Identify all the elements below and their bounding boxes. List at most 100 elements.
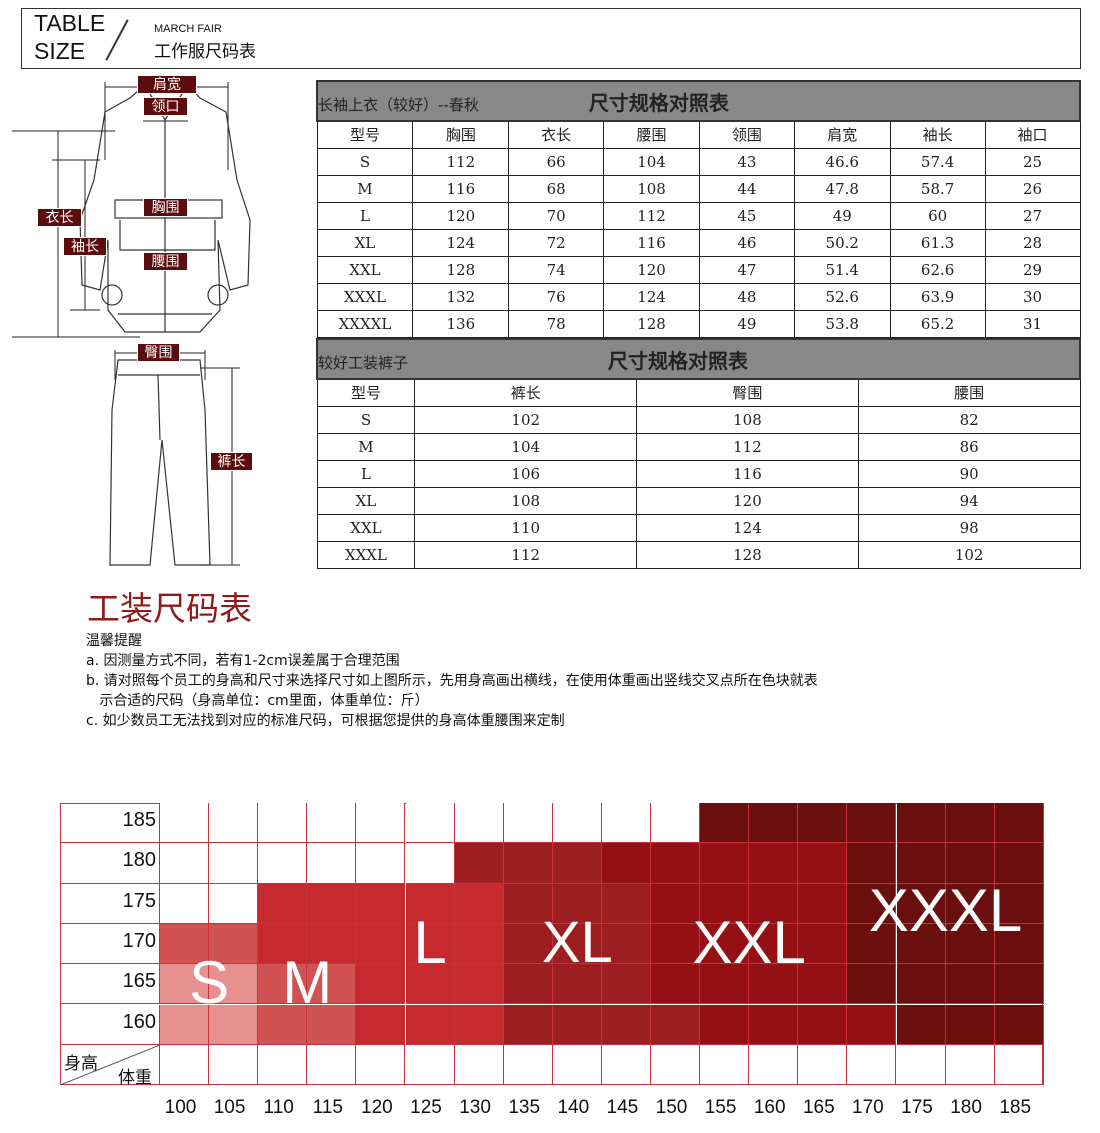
x-tick-label: 165 <box>802 1097 835 1119</box>
grid-cell-xxxl <box>945 1004 995 1045</box>
title-line-2: SIZE <box>34 38 86 64</box>
grid-cell-m <box>160 923 210 965</box>
table-cell: S <box>316 147 414 176</box>
table-cell: 74 <box>508 255 605 284</box>
grid-cell <box>258 843 308 884</box>
grid-cell <box>209 883 259 924</box>
grid-cell-xxxl <box>847 964 897 1005</box>
bottom-cell <box>798 1044 848 1086</box>
table-cell: 25 <box>984 147 1081 176</box>
table-cell: XXL <box>316 513 416 542</box>
y-tick-label: 175 <box>122 889 156 912</box>
grid-cell-xl <box>503 843 553 884</box>
grid-cell-xl <box>601 964 651 1005</box>
table-cell: 116 <box>412 174 510 203</box>
y-label-cell <box>60 803 160 844</box>
table-cell: 48 <box>698 282 795 311</box>
label-hip: 臀围 <box>137 343 180 362</box>
grid-cell-xxl <box>847 1004 897 1045</box>
table-cell: 128 <box>636 540 859 569</box>
grid-cell-m <box>209 923 259 965</box>
x-tick-label: 110 <box>263 1097 294 1119</box>
table-cell: 102 <box>857 540 1081 569</box>
grid-cell-xxxl <box>896 923 946 965</box>
grid-cell-xxxl <box>896 883 946 924</box>
column-header: 型号 <box>316 378 416 407</box>
table-cell: 112 <box>414 540 638 569</box>
grid-cell-xxl <box>749 964 799 1005</box>
grid-cell-l <box>307 923 357 965</box>
x-tick-label: 155 <box>704 1097 737 1119</box>
grid-cell-xxl <box>700 1004 750 1045</box>
table-cell: M <box>316 432 416 461</box>
pants-table-title: 尺寸规格对照表 <box>608 348 749 373</box>
grid-cell-xl <box>651 1004 701 1045</box>
grid-cell-l <box>356 883 406 924</box>
bottom-cell <box>896 1044 946 1086</box>
grid-cell-l <box>405 923 455 965</box>
table-row: XL 124 72 116 46 50.2 61.3 28 <box>316 228 1081 257</box>
grid-cell-xxxl <box>994 923 1044 965</box>
grid-cell-xxl <box>798 964 848 1005</box>
shirt-size-table: 长袖上衣（较好）--春秋 尺寸规格对照表 型号 胸围 衣长 腰围 领围 肩宽 袖长 袖口 S 112… <box>316 80 1081 338</box>
table-row: XXL 110 124 98 <box>316 513 1081 542</box>
grid-cell-xxxl <box>945 843 995 884</box>
grid-cell-xl <box>454 843 504 884</box>
table-row: S 102 108 82 <box>316 405 1081 434</box>
header-title-en: TABLE SIZE <box>34 9 105 65</box>
grid-cell-xxl <box>798 883 848 924</box>
bottom-cell <box>503 1044 553 1086</box>
table-cell: 102 <box>414 405 638 434</box>
y-label-cell <box>60 964 160 1005</box>
grid-cell-s <box>160 1004 210 1045</box>
pants_table-header-row: 型号 裤长 臀围 腰围 <box>316 378 1081 407</box>
grid-cell-xl <box>601 1004 651 1045</box>
x-tick-label: 130 <box>459 1097 491 1119</box>
table-row: L 106 116 90 <box>316 459 1081 488</box>
grid-cell-xl <box>503 923 553 965</box>
table-cell: L <box>316 459 416 488</box>
grid-cell-xxxl <box>700 803 750 844</box>
column-header: 袖长 <box>889 120 986 149</box>
grid-cell-l <box>258 923 308 965</box>
column-header: 腰围 <box>857 378 1081 407</box>
grid-cell-xxxl <box>945 883 995 924</box>
grid-cell <box>503 803 553 844</box>
grid-cell <box>601 803 651 844</box>
x-tick-label: 135 <box>508 1097 541 1119</box>
label-shoulder: 肩宽 <box>137 75 197 94</box>
grid-cell-xxxl <box>896 843 946 884</box>
grid-cell-xxxl <box>896 1004 946 1045</box>
table-cell: 61.3 <box>889 228 986 257</box>
table-cell: 124 <box>603 282 700 311</box>
grid-cell <box>307 803 357 844</box>
grid-cell-xxxl <box>847 923 897 965</box>
column-header: 袖口 <box>984 120 1081 149</box>
grid-cell-xl <box>601 883 651 924</box>
grid-cell-xxxl <box>896 803 946 844</box>
x-tick-label: 140 <box>557 1097 590 1119</box>
table-cell: 116 <box>603 228 700 257</box>
bottom-cell <box>160 1044 210 1086</box>
pants-table-title-row: 较好工装裤子 尺寸规格对照表 <box>316 338 1081 380</box>
grid-cell-xxxl <box>994 1004 1044 1045</box>
grid-cell-xxl <box>651 883 701 924</box>
grid-cell-xxxl <box>994 843 1044 884</box>
shirt-table-name: 长袖上衣（较好）--春秋 <box>318 95 479 114</box>
grid-cell-xxl <box>651 843 701 884</box>
table-row: M 116 68 108 44 47.8 58.7 26 <box>316 174 1081 203</box>
jacket-drawing <box>79 84 251 333</box>
grid-cell-l <box>454 964 504 1005</box>
grid-cell-xxl <box>700 843 750 884</box>
table-row: XXXL 132 76 124 48 52.6 63.9 30 <box>316 282 1081 311</box>
grid-cell-xl <box>601 923 651 965</box>
bottom-cell <box>356 1044 406 1086</box>
table-row: XXXXL 136 78 128 49 53.8 65.2 31 <box>316 309 1081 338</box>
grid-cell <box>209 843 259 884</box>
grid-cell-s <box>209 1004 259 1045</box>
size-label-xl: XL <box>541 910 613 976</box>
column-header: 领围 <box>698 120 795 149</box>
y-label-cell <box>60 923 160 965</box>
table-cell: XL <box>316 486 416 515</box>
grid-cell-l <box>307 883 357 924</box>
